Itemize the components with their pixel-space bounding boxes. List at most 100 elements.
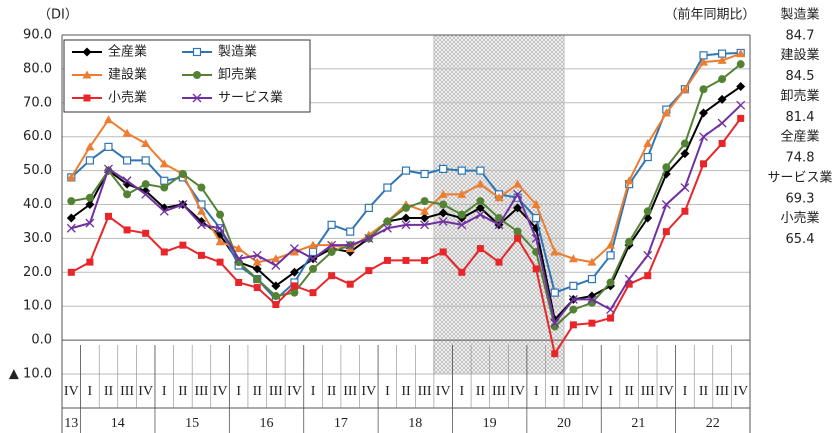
- marker: [717, 94, 727, 104]
- marker: [289, 244, 299, 254]
- marker: [123, 190, 132, 199]
- x-tick-label: III: [715, 384, 729, 399]
- marker: [328, 272, 336, 280]
- year-label: 14: [111, 416, 125, 431]
- annotation-value: 84.7: [786, 29, 815, 44]
- marker: [457, 189, 467, 198]
- marker: [643, 138, 653, 147]
- year-label: 16: [260, 416, 274, 431]
- marker: [587, 294, 597, 304]
- marker: [104, 142, 113, 151]
- marker: [494, 193, 504, 202]
- marker: [457, 166, 466, 175]
- marker: [550, 247, 560, 256]
- marker: [66, 172, 76, 181]
- marker: [289, 247, 299, 256]
- marker: [160, 248, 168, 256]
- marker: [439, 200, 448, 209]
- legend-label: 製造業: [218, 44, 257, 60]
- legend-label: 小売業: [108, 90, 147, 106]
- marker: [439, 164, 448, 174]
- marker: [644, 272, 652, 280]
- legend-label: サービス業: [218, 90, 283, 106]
- marker: [272, 301, 280, 309]
- y-tick-label: 80.0: [23, 61, 52, 76]
- marker: [66, 223, 76, 233]
- marker: [309, 289, 317, 297]
- marker: [699, 108, 709, 118]
- year-label: 13: [64, 416, 78, 431]
- marker: [271, 261, 281, 270]
- annotation-value: 81.4: [786, 110, 815, 125]
- legend-marker: [192, 93, 202, 103]
- marker: [625, 237, 634, 246]
- x-tick-label: III: [641, 384, 655, 399]
- marker: [438, 216, 448, 226]
- marker: [66, 213, 76, 223]
- annotation-name: 小売業: [780, 210, 819, 226]
- marker: [401, 213, 411, 223]
- y-tick-label: 0.0: [31, 333, 52, 348]
- marker: [475, 203, 485, 213]
- marker: [699, 85, 708, 94]
- marker: [661, 108, 671, 117]
- year-label: 20: [557, 416, 571, 431]
- legend-label: 建設業: [108, 67, 147, 83]
- y-tick-label: 40.0: [23, 197, 52, 212]
- marker: [309, 264, 318, 273]
- marker: [494, 220, 504, 230]
- marker: [587, 291, 597, 301]
- marker: [104, 164, 113, 174]
- x-tick-label: I: [683, 384, 688, 399]
- marker: [625, 280, 633, 288]
- marker: [588, 319, 596, 327]
- marker: [104, 212, 112, 220]
- marker: [365, 267, 373, 275]
- annotation-value: 65.4: [786, 232, 815, 247]
- marker: [643, 207, 652, 216]
- marker: [439, 248, 447, 256]
- marker: [271, 254, 281, 263]
- marker: [401, 220, 411, 230]
- marker: [717, 55, 727, 64]
- marker: [402, 256, 410, 264]
- x-tick-label: II: [550, 384, 560, 399]
- y-tick-label: 90.0: [23, 28, 52, 43]
- x-tick-label: I: [236, 384, 241, 399]
- marker: [85, 200, 95, 209]
- y-tick-label: 50.0: [23, 163, 52, 178]
- marker: [532, 213, 541, 223]
- marker: [271, 281, 281, 291]
- marker: [103, 115, 113, 124]
- x-tick-label: IV: [510, 384, 525, 399]
- marker: [383, 217, 392, 226]
- x-tick-label: IV: [213, 384, 228, 399]
- marker: [122, 176, 132, 186]
- marker: [717, 118, 727, 128]
- marker: [160, 176, 169, 185]
- marker: [252, 264, 262, 274]
- marker: [700, 160, 708, 168]
- x-tick-label: III: [418, 384, 432, 399]
- marker: [178, 169, 187, 178]
- annotation-name: 製造業: [780, 7, 819, 23]
- marker: [736, 60, 745, 69]
- marker: [532, 265, 540, 273]
- marker: [531, 233, 541, 243]
- marker: [290, 288, 299, 297]
- marker: [345, 240, 355, 250]
- marker: [458, 268, 466, 276]
- annotation-name: 全産業: [780, 129, 819, 145]
- marker: [607, 314, 615, 322]
- x-tick-label: II: [327, 384, 337, 399]
- marker: [475, 210, 485, 220]
- marker: [568, 294, 578, 304]
- marker: [457, 220, 467, 230]
- marker: [85, 142, 95, 151]
- marker: [718, 75, 727, 84]
- marker: [234, 254, 244, 264]
- marker: [514, 234, 522, 242]
- x-tick-label: I: [311, 384, 316, 399]
- marker: [551, 350, 559, 358]
